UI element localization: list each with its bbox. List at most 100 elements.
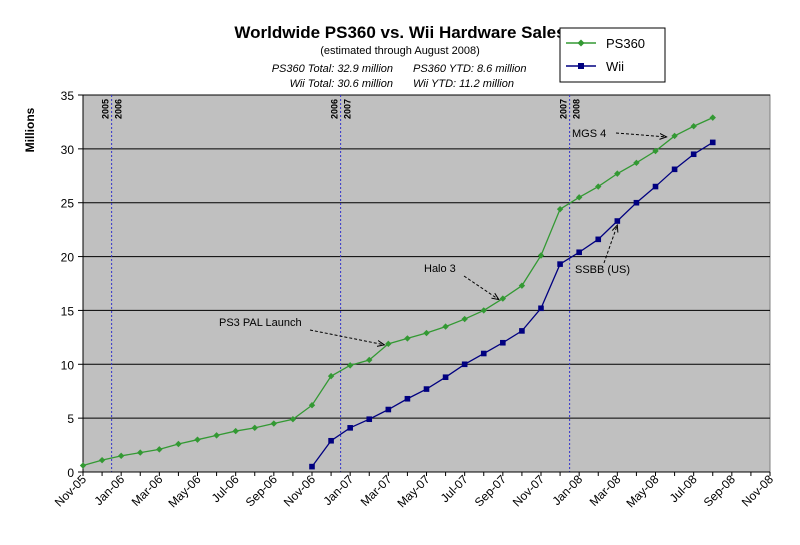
x-tick-label: Mar-08 <box>587 472 624 509</box>
data-point <box>442 374 449 381</box>
data-point <box>500 339 506 346</box>
data-point <box>251 424 258 432</box>
data-point <box>117 452 125 460</box>
x-tick-label: Jan-08 <box>549 472 585 508</box>
legend-box <box>559 27 666 83</box>
data-point <box>633 159 640 167</box>
x-tick-label: Jul-08 <box>667 472 700 505</box>
data-point <box>595 236 602 243</box>
year-label: 2006 <box>330 99 340 119</box>
legend-wii-label: Wii <box>606 59 624 74</box>
annotation-label: SSBB (US) <box>575 264 630 276</box>
data-point <box>232 427 239 435</box>
data-point <box>614 218 621 224</box>
legend-wii-marker <box>578 63 584 69</box>
annotation-arrow <box>603 225 617 264</box>
x-tick-label: May-07 <box>394 472 432 510</box>
x-tick-label: May-08 <box>623 472 661 510</box>
data-point <box>480 307 487 314</box>
data-point <box>575 194 583 201</box>
data-point <box>633 199 640 206</box>
annotation-label: PS3 PAL Launch <box>219 317 302 329</box>
data-point <box>576 249 582 256</box>
data-point <box>461 361 468 368</box>
data-point <box>442 323 449 330</box>
data-point <box>709 114 716 121</box>
data-point <box>519 328 525 334</box>
data-point <box>690 151 697 158</box>
series-wii <box>309 139 716 470</box>
legend: PS360 Wii <box>559 27 666 83</box>
data-point <box>595 183 602 190</box>
data-point <box>404 335 411 342</box>
x-tick-label: Nov-08 <box>739 472 776 509</box>
annotation-arrow <box>615 132 667 137</box>
annotation-label: MGS 4 <box>572 128 606 140</box>
series-group <box>79 114 716 470</box>
x-tick-label: Jul-07 <box>438 472 471 505</box>
annotation-arrow <box>309 329 384 345</box>
data-point <box>709 139 716 146</box>
data-point <box>137 449 144 456</box>
data-point <box>289 416 297 423</box>
year-label: 2006 <box>114 99 124 119</box>
y-tick-label: 20 <box>61 251 75 265</box>
y-tick-label: 35 <box>61 89 75 103</box>
data-point <box>671 132 678 140</box>
data-point <box>175 440 182 448</box>
y-tick-label: 30 <box>61 143 75 157</box>
x-tick-label: Sep-08 <box>701 472 738 509</box>
data-point <box>309 463 315 470</box>
data-point <box>537 252 545 259</box>
data-point <box>557 261 563 267</box>
data-point <box>556 205 564 213</box>
legend-ps360-marker <box>577 39 585 47</box>
annotation-label: Halo 3 <box>424 263 456 275</box>
data-point <box>366 416 373 423</box>
data-point <box>327 372 335 380</box>
y-tick-label: 0 <box>67 466 74 480</box>
data-point <box>385 406 392 413</box>
year-label: 2007 <box>559 99 569 119</box>
data-point <box>614 170 621 177</box>
year-markers: 2005 2006 2006 2007 2007 2008 <box>101 95 582 472</box>
x-tick-label: Mar-07 <box>358 472 395 509</box>
wii-ytd: Wii YTD: 11.2 million <box>413 78 514 90</box>
x-tick-label: Nov-06 <box>281 472 318 509</box>
wii-total: Wii Total: 30.6 million <box>290 78 393 90</box>
data-point <box>404 395 411 402</box>
data-point <box>671 166 678 173</box>
plot-area <box>82 94 771 473</box>
ps360-total: PS360 Total: 32.9 million <box>272 63 393 75</box>
y-tick-label: 5 <box>67 412 74 426</box>
data-point <box>79 462 87 469</box>
x-tick-label: Nov-07 <box>510 472 547 509</box>
annotations: PS3 PAL Launch Halo 3 SSBB (US) MGS 4 <box>219 128 667 345</box>
data-point <box>328 437 334 444</box>
data-point <box>156 446 163 453</box>
data-point <box>538 305 544 312</box>
data-point <box>518 282 526 289</box>
ps360-ytd: PS360 YTD: 8.6 million <box>413 63 527 75</box>
data-point <box>480 350 487 357</box>
x-tick-label: Sep-06 <box>243 472 280 509</box>
data-point <box>423 386 430 392</box>
x-tick-label: Jan-07 <box>320 472 356 508</box>
chart-title: Worldwide PS360 vs. Wii Hardware Sales <box>234 23 565 42</box>
data-point <box>652 147 659 155</box>
y-tick-label: 25 <box>61 197 75 211</box>
series-line <box>311 141 714 468</box>
data-point <box>213 432 220 439</box>
y-tick-label: 10 <box>61 358 75 372</box>
legend-ps360-label: PS360 <box>606 36 645 51</box>
x-tick-label: Jul-06 <box>209 472 242 505</box>
x-tick-label: May-06 <box>165 472 203 510</box>
x-tick-label: Mar-06 <box>129 472 166 509</box>
data-point <box>652 183 659 190</box>
y-tick-label: 15 <box>61 304 75 318</box>
data-point <box>366 356 373 364</box>
data-point <box>308 402 316 409</box>
data-point <box>98 456 106 464</box>
y-axis-label: Millions <box>23 107 37 152</box>
